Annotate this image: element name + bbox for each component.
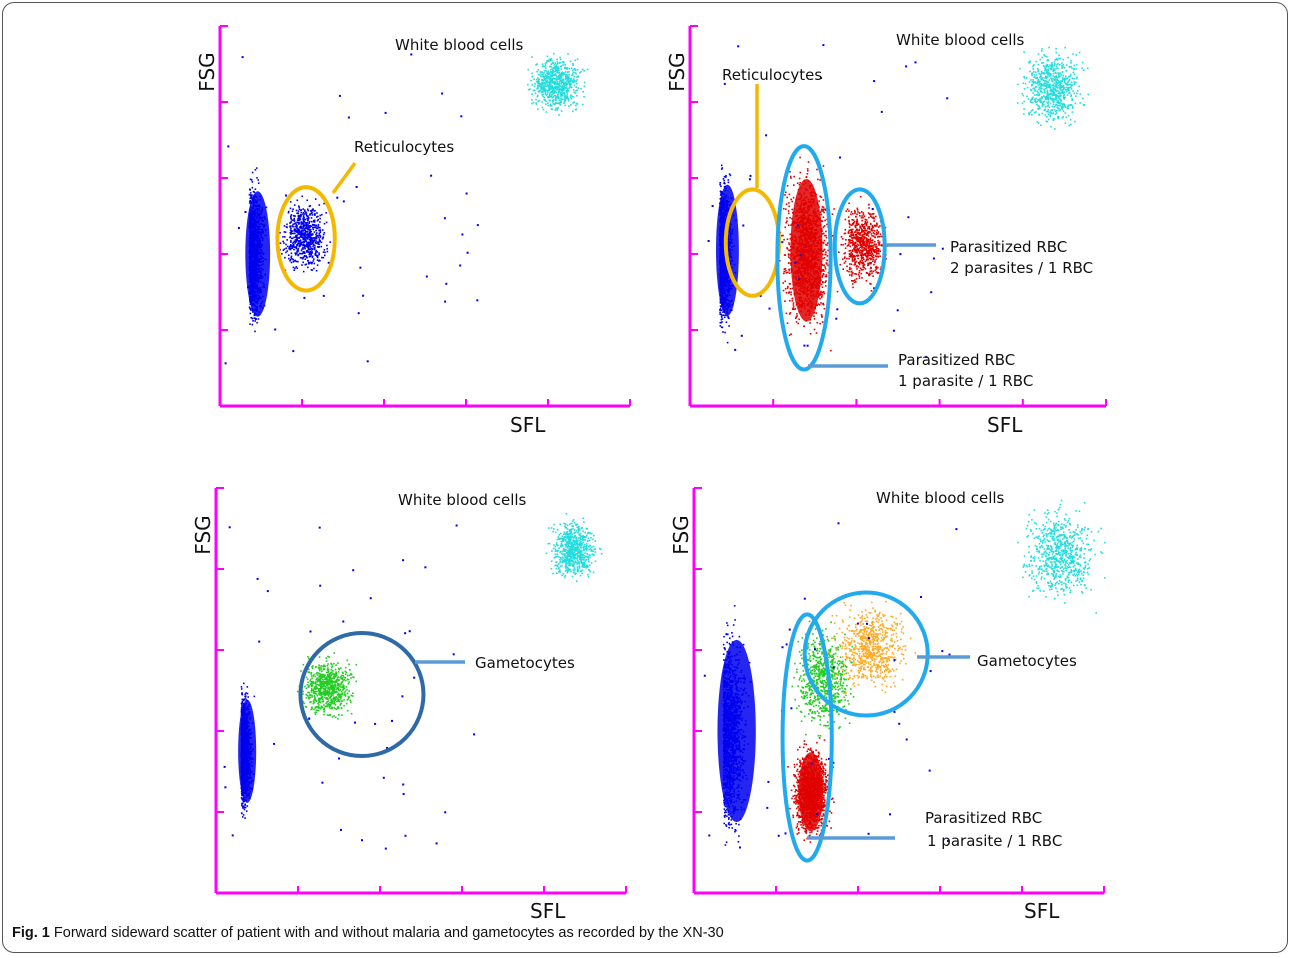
population-gametocytes [296,652,358,721]
scatter-panel-top-right: SFL FSG White blood cells Reticulocytes Para… [665,25,1107,437]
annotation-label: 1 parasite / 1 RBC [898,372,1033,390]
outlier-points [224,53,479,365]
annotation-label: 1 parasite / 1 RBC [927,832,1062,850]
caption-label: Fig. 1 [12,925,50,941]
population-reticulocytes [279,195,331,273]
annotation-leader-line [331,161,357,195]
population-gametocytes-orange- [827,594,917,695]
figure-caption: Fig. 1 Forward sideward scatter of patie… [12,925,724,941]
population-rbc [238,682,257,819]
scatter-panel-top-left: SFL FSG White blood cells Reticulocytes [195,25,631,437]
annotation-label: White blood cells [395,36,524,54]
gate-parasitized-rbc-1-parasite-1-rbc [780,612,834,863]
annotation-label: White blood cells [896,31,1025,49]
scatter-panel-bottom-left: SFL FSG White blood cells Gametocytes [191,487,627,923]
gate-parasitized-rbc-1-parasite-1-rbc [775,144,833,372]
annotation-label: Parasitized RBC [950,238,1067,256]
population-1-parasite-1-rbc [779,156,839,352]
annotation-label: Gametocytes [475,654,575,672]
population-rbc [245,167,271,333]
annotation-label: Reticulocytes [354,138,454,156]
x-axis-label: SFL [1024,899,1060,923]
annotation-label: Parasitized RBC [925,809,1042,827]
gate-gametocytes [802,590,930,718]
axes [214,487,627,895]
annotation-label: White blood cells [398,491,527,509]
gate-parasitized-rbc-2-parasites-1-rbc [832,187,887,306]
x-axis-label: SFL [530,899,566,923]
axes [688,25,1107,408]
population-1-parasite-1-rbc [787,737,835,843]
population-white-blood-cells [527,52,589,116]
outlier-points [223,524,476,850]
population-2-parasites-1-rbc [838,195,888,292]
annotation-label: Parasitized RBC [898,351,1015,369]
population-white-blood-cells [1017,499,1106,614]
gate-reticulocytes [275,185,337,293]
y-axis-label: FSG [665,52,689,91]
population-white-blood-cells [1017,46,1090,130]
population-white-blood-cells [545,512,603,583]
x-axis-label: SFL [987,413,1023,437]
caption-text: Forward sideward scatter of patient with… [53,925,724,941]
gate-gametocytes [298,631,426,759]
y-axis-label: FSG [195,52,219,91]
annotation-label: Gametocytes [977,652,1077,670]
annotation-label: White blood cells [876,489,1005,507]
y-axis-label: FSG [669,515,693,554]
x-axis-label: SFL [510,413,546,437]
annotation-label: Reticulocytes [722,66,822,84]
axes [692,487,1105,895]
annotation-label: 2 parasites / 1 RBC [950,259,1093,277]
scatter-panel-bottom-right: SFL FSG White blood cells Gametocytes Parasi… [669,487,1106,923]
population-rbc [717,605,756,846]
outlier-points [707,44,949,358]
y-axis-label: FSG [191,515,215,554]
axes [218,25,631,408]
